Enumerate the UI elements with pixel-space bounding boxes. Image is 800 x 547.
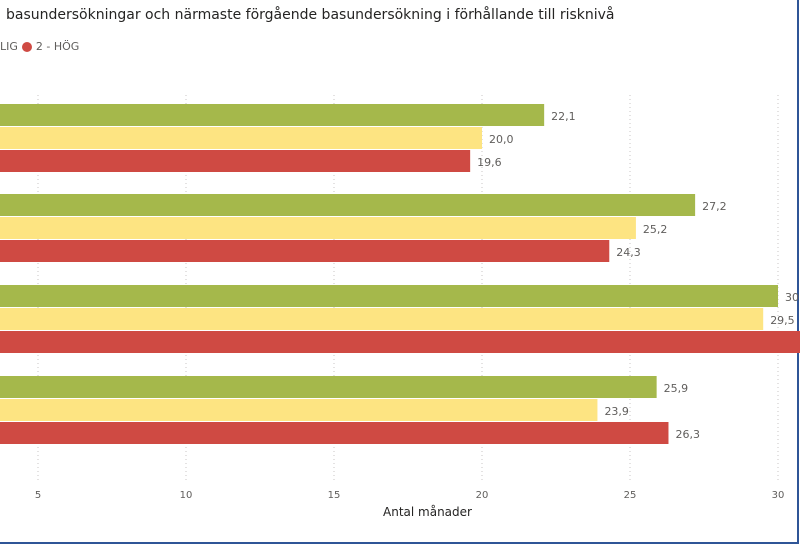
- bar: [0, 422, 669, 444]
- x-axis-label: Antal månader: [383, 505, 472, 519]
- x-tick-label: 30: [772, 490, 785, 501]
- legend: LIG 2 - HÖG: [0, 40, 83, 53]
- bar: [0, 127, 482, 149]
- data-label: 19,6: [477, 156, 502, 169]
- legend-label-low: LIG: [0, 40, 18, 53]
- legend-dot-high-icon: [21, 41, 32, 52]
- data-label: 23,9: [604, 405, 629, 418]
- data-label: 27,2: [702, 200, 727, 213]
- bar: [0, 240, 610, 262]
- x-tick-label: 20: [476, 490, 489, 501]
- data-label: 25,9: [664, 382, 689, 395]
- bar: [0, 285, 778, 307]
- bar: [0, 150, 471, 172]
- bar: [0, 331, 800, 353]
- legend-entry-high[interactable]: 2 - HÖG: [21, 40, 80, 53]
- x-tick-label: 5: [35, 490, 41, 501]
- bar: [0, 194, 696, 216]
- data-label: 30: [785, 291, 799, 304]
- data-label: 22,1: [551, 110, 576, 123]
- legend-entry-low[interactable]: LIG: [0, 40, 18, 53]
- x-tick-label: 15: [328, 490, 341, 501]
- data-label: 20,0: [489, 133, 514, 146]
- x-tick-label: 25: [624, 490, 637, 501]
- chart-title: basundersökningar och närmaste förgående…: [6, 7, 615, 23]
- bar: [0, 217, 636, 239]
- x-tick-label: 10: [180, 490, 193, 501]
- bar: [0, 376, 657, 398]
- bar: [0, 308, 764, 330]
- data-label: 24,3: [616, 246, 641, 259]
- data-label: 25,2: [643, 223, 668, 236]
- data-label: 29,5: [770, 314, 795, 327]
- bar: [0, 104, 545, 126]
- data-label: 26,3: [675, 428, 700, 441]
- bar: [0, 399, 598, 421]
- legend-label-high: 2 - HÖG: [35, 40, 80, 53]
